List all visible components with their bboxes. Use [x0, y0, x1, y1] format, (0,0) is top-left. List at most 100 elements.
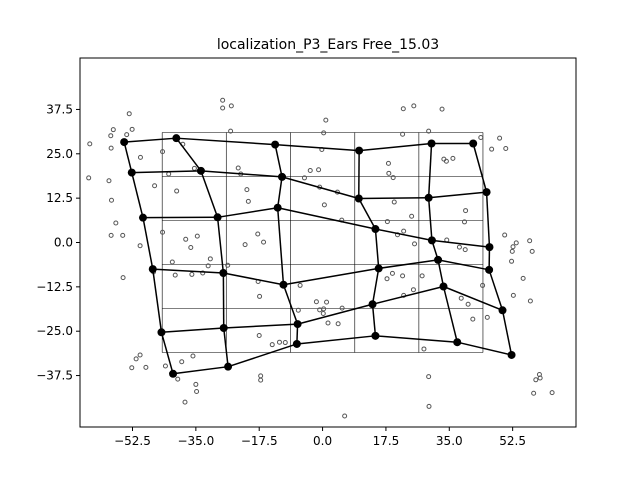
response-point: [170, 260, 174, 264]
response-point: [109, 198, 113, 202]
response-point: [401, 132, 405, 136]
response-point: [258, 294, 262, 298]
response-point: [466, 302, 470, 306]
response-point: [340, 306, 344, 310]
mesh-line: [283, 268, 378, 284]
response-point: [167, 172, 171, 176]
mesh-node: [220, 324, 228, 332]
response-point: [479, 135, 483, 139]
response-point: [138, 244, 142, 248]
response-point: [298, 283, 302, 287]
response-point: [481, 283, 485, 287]
response-point: [296, 308, 300, 312]
y-tick-label: 25.0: [46, 147, 73, 161]
mesh-node: [483, 188, 491, 196]
response-point: [229, 104, 233, 108]
mesh-node: [425, 194, 433, 202]
response-point: [277, 340, 281, 344]
mesh-line: [124, 138, 176, 142]
y-axis-ticks: 37.525.012.50.0−12.5−25.0−37.5: [36, 102, 80, 382]
response-point: [256, 232, 260, 236]
mesh-line: [298, 304, 373, 324]
x-tick-label: −17.5: [241, 434, 278, 448]
response-point: [412, 104, 416, 108]
mesh-line: [161, 328, 223, 332]
x-tick-label: 0.0: [313, 434, 332, 448]
mesh-node: [469, 140, 477, 148]
mesh-line: [201, 171, 218, 217]
response-point: [221, 98, 225, 102]
response-point: [173, 273, 177, 277]
response-point: [343, 414, 347, 418]
mesh-node: [485, 266, 493, 274]
mesh-node: [485, 243, 493, 251]
response-point: [521, 276, 525, 280]
response-point: [322, 131, 326, 135]
x-tick-label: 35.0: [436, 434, 463, 448]
mesh-line: [373, 268, 379, 304]
mesh-line: [132, 173, 143, 218]
response-point: [221, 106, 225, 110]
mesh-line: [375, 229, 378, 268]
mesh-node: [499, 306, 507, 314]
y-tick-label: −12.5: [36, 280, 73, 294]
mesh-line: [379, 260, 438, 269]
response-point: [121, 276, 125, 280]
mesh-line: [124, 142, 132, 173]
response-point: [130, 127, 134, 131]
mesh-line: [457, 342, 511, 355]
response-point: [510, 259, 514, 263]
response-point: [490, 147, 494, 151]
mesh-node: [139, 214, 147, 222]
mesh-line: [143, 218, 153, 269]
mesh-line: [282, 177, 359, 199]
response-point: [457, 245, 461, 249]
response-point: [138, 353, 142, 357]
response-point: [485, 315, 489, 319]
mesh-node: [355, 195, 363, 203]
mesh-line: [489, 270, 502, 310]
response-point: [109, 146, 113, 150]
response-point: [184, 237, 188, 241]
mesh-line: [473, 144, 486, 193]
x-tick-label: 17.5: [373, 434, 400, 448]
mesh-line: [278, 208, 284, 285]
mesh-line: [223, 273, 283, 285]
response-point: [195, 390, 199, 394]
response-point: [422, 347, 426, 351]
response-point: [392, 200, 396, 204]
response-point: [153, 184, 157, 188]
mesh-node: [428, 140, 436, 148]
mesh-node: [172, 134, 180, 142]
response-point: [391, 176, 395, 180]
response-point: [324, 118, 328, 122]
response-points: [87, 98, 554, 418]
mesh-node: [271, 141, 279, 149]
response-point: [175, 189, 179, 193]
response-point: [385, 277, 389, 281]
mesh-node: [128, 169, 136, 177]
response-point: [498, 136, 502, 140]
mesh-line: [132, 171, 201, 173]
response-point: [194, 382, 198, 386]
plot-frame: [80, 58, 576, 427]
response-point: [109, 233, 113, 237]
mesh-line: [373, 304, 376, 336]
response-point: [504, 146, 508, 150]
response-point: [321, 311, 325, 315]
mesh-node: [274, 204, 282, 212]
response-point: [401, 107, 405, 111]
mesh-line: [438, 260, 443, 287]
response-point: [550, 391, 554, 395]
response-point: [107, 179, 111, 183]
response-point: [87, 176, 91, 180]
response-point: [402, 229, 406, 233]
response-point: [183, 400, 187, 404]
mesh-line: [278, 208, 376, 229]
response-point: [191, 354, 195, 358]
mesh-line: [429, 144, 432, 198]
mesh-node: [219, 269, 227, 277]
response-point: [161, 150, 165, 154]
response-point: [326, 321, 330, 325]
